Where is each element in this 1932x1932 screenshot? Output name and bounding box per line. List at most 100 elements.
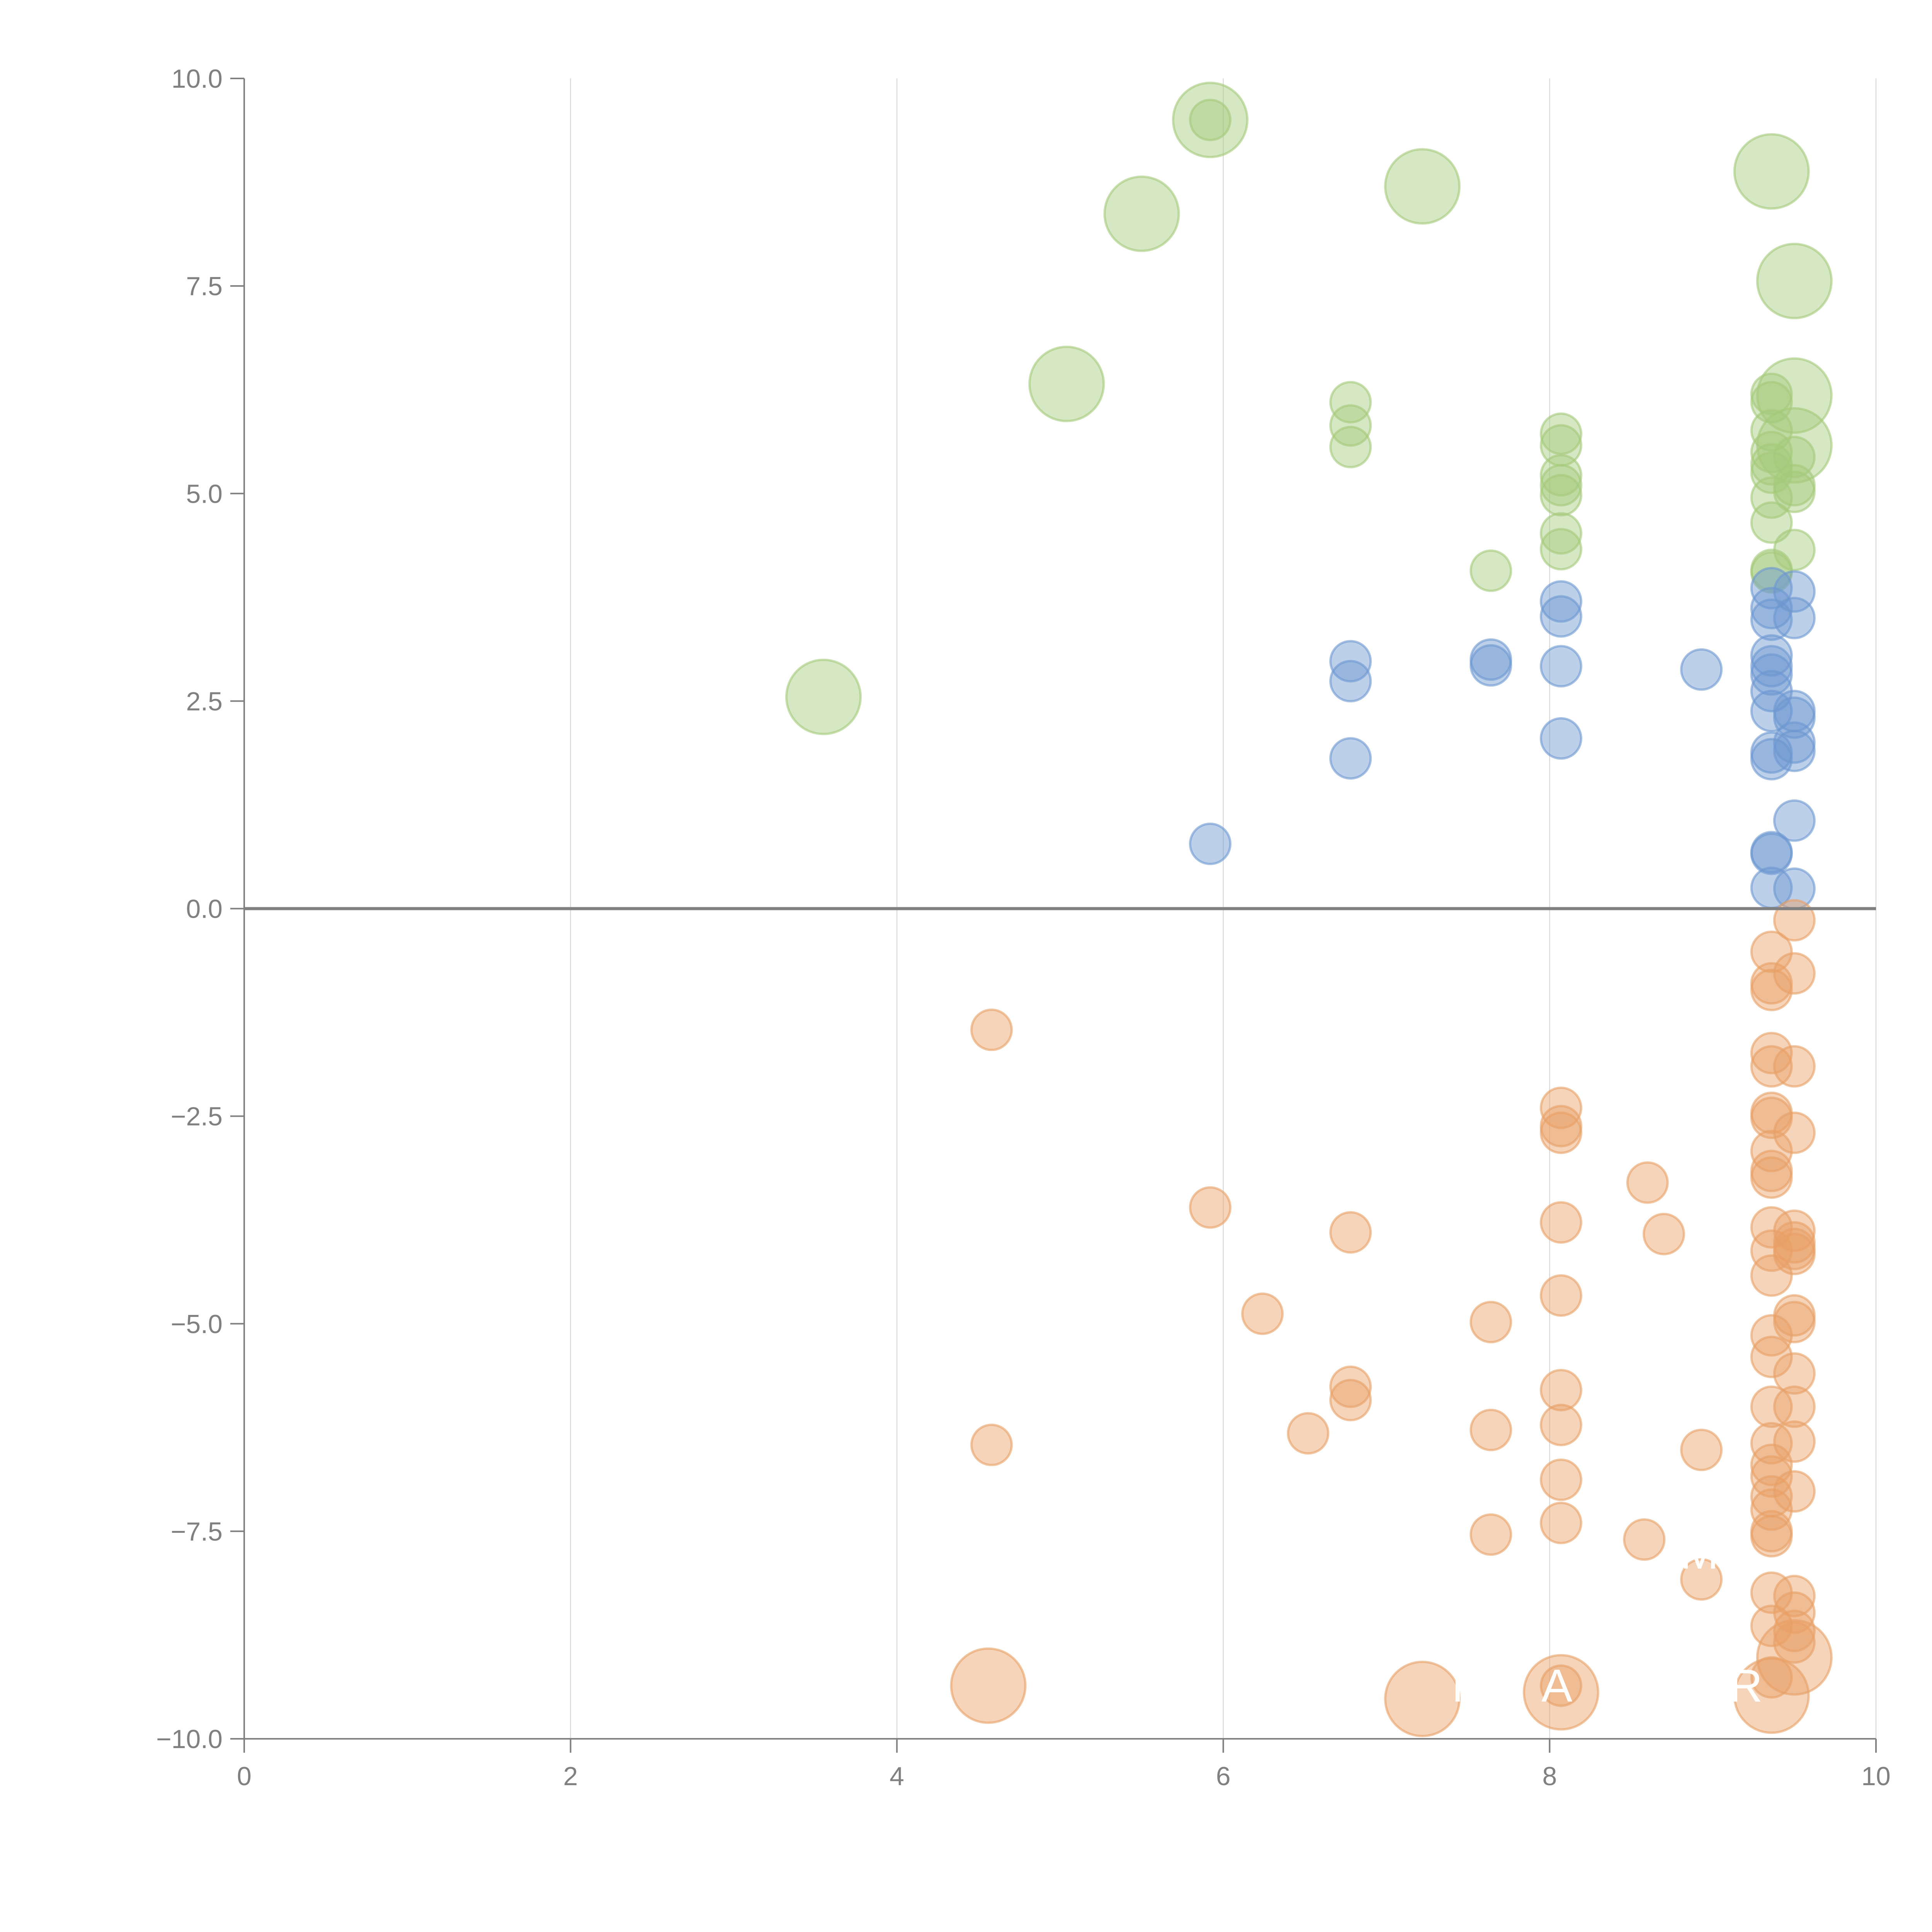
point-label: Z — [1027, 1631, 1056, 1682]
point-blue-29 — [1773, 730, 1816, 772]
point-orange-27 — [1680, 1429, 1723, 1471]
point-green-11 — [1329, 404, 1372, 447]
point-blue-6 — [1539, 580, 1582, 623]
point-green-12 — [1329, 425, 1372, 468]
point-orange-55 — [1733, 1657, 1810, 1734]
point-blue-7 — [1539, 595, 1582, 638]
point-orange-65 — [1773, 1301, 1816, 1344]
series-orange — [950, 899, 1833, 1737]
point-orange-38 — [1750, 1156, 1793, 1199]
point-orange-18 — [1539, 1369, 1582, 1412]
y-tick-label: 10.0 — [172, 64, 223, 94]
x-tick-label: 6 — [1216, 1762, 1231, 1791]
point-orange-24 — [1626, 1161, 1669, 1204]
point-green-10 — [1329, 381, 1372, 423]
y-tick-label: 5.0 — [186, 479, 223, 509]
point-blue-13 — [1750, 598, 1793, 641]
x-tick-label: 0 — [237, 1762, 252, 1791]
point-orange-3 — [1189, 1186, 1232, 1229]
point-green-13 — [1539, 412, 1582, 455]
x-tick-label: 4 — [889, 1762, 904, 1791]
point-orange-68 — [1773, 1420, 1816, 1463]
point-green-20 — [1469, 549, 1512, 592]
point-orange-63 — [1773, 1233, 1816, 1276]
point-orange-8 — [1329, 1379, 1372, 1422]
point-orange-21 — [1539, 1502, 1582, 1544]
point-orange-29 — [1750, 930, 1793, 973]
series-green — [785, 82, 1833, 735]
point-orange-7 — [1329, 1366, 1372, 1408]
point-orange-10 — [1469, 1301, 1512, 1344]
point-orange-51 — [1750, 1515, 1793, 1558]
point-orange-23 — [1539, 1664, 1582, 1707]
point-orange-45 — [1750, 1422, 1793, 1465]
point-green-33 — [1773, 470, 1816, 513]
point-orange-13 — [1539, 1087, 1582, 1129]
point-blue-10 — [1680, 648, 1723, 691]
point-orange-44 — [1750, 1385, 1793, 1428]
y-tick-label: −5.0 — [171, 1310, 223, 1339]
point-label: R — [1729, 1660, 1763, 1711]
y-tick-label: 7.5 — [186, 272, 223, 301]
y-tick-label: −10.0 — [156, 1725, 223, 1754]
point-green-34 — [1773, 529, 1816, 571]
point-green-18 — [1539, 512, 1582, 555]
point-green-1 — [1189, 99, 1232, 141]
point-orange-60 — [1773, 1209, 1816, 1252]
point-orange-11 — [1469, 1408, 1512, 1451]
point-orange-73 — [1773, 1621, 1816, 1664]
point-orange-2 — [950, 1647, 1027, 1724]
y-tick-label: 2.5 — [186, 687, 223, 716]
point-orange-31 — [1750, 969, 1793, 1012]
series-blue — [1189, 567, 1816, 910]
point-blue-2 — [1329, 660, 1372, 702]
point-green-3 — [1384, 148, 1461, 225]
point-green-7 — [785, 658, 862, 735]
point-green-17 — [1539, 474, 1582, 517]
point-blue-0 — [1189, 822, 1232, 865]
point-orange-67 — [1773, 1385, 1816, 1428]
point-orange-69 — [1773, 1470, 1816, 1513]
point-blue-22 — [1750, 832, 1793, 875]
point-orange-32 — [1750, 1032, 1793, 1075]
point-green-28 — [1750, 501, 1793, 544]
point-orange-28 — [1680, 1558, 1723, 1601]
point-orange-25 — [1643, 1213, 1685, 1255]
point-orange-15 — [1539, 1111, 1582, 1154]
point-label: D — [1615, 1660, 1648, 1711]
point-blue-3 — [1329, 737, 1372, 780]
point-green-4 — [1733, 133, 1810, 210]
point-orange-16 — [1539, 1201, 1582, 1244]
point-orange-33 — [1750, 1045, 1793, 1088]
point-orange-26 — [1623, 1518, 1666, 1561]
x-axis-ticks: 0 2 4 6 8 10 — [237, 1739, 1891, 1791]
point-blue-5 — [1469, 644, 1512, 687]
y-axis-ticks: −10.0 −7.5 −5.0 −2.5 0.0 2.5 5.0 7.5 10.0 — [156, 64, 244, 1754]
point-blue-8 — [1539, 645, 1582, 688]
point-label: A — [1541, 1660, 1572, 1711]
y-tick-label: −2.5 — [171, 1102, 223, 1131]
point-orange-0 — [970, 1009, 1013, 1051]
point-blue-25 — [1773, 597, 1816, 639]
point-orange-12 — [1469, 1513, 1512, 1556]
point-orange-17 — [1539, 1274, 1582, 1317]
y-tick-label: −7.5 — [171, 1517, 223, 1546]
data-points — [785, 82, 1833, 1737]
point-blue-27 — [1773, 696, 1816, 739]
point-green-19 — [1539, 528, 1582, 571]
point-green-16 — [1539, 464, 1582, 507]
point-orange-74 — [1756, 1619, 1833, 1696]
point-orange-20 — [1539, 1458, 1582, 1501]
point-orange-1 — [970, 1423, 1013, 1466]
point-orange-6 — [1329, 1211, 1372, 1254]
x-tick-label: 10 — [1861, 1762, 1891, 1791]
point-green-2 — [1103, 175, 1180, 252]
point-orange-59 — [1773, 1111, 1816, 1154]
y-tick-label: 0.0 — [186, 895, 223, 924]
point-orange-70 — [1773, 1575, 1816, 1617]
point-orange-5 — [1287, 1412, 1330, 1455]
point-blue-12 — [1750, 587, 1793, 629]
point-orange-56 — [1773, 899, 1816, 942]
point-blue-30 — [1773, 799, 1816, 842]
